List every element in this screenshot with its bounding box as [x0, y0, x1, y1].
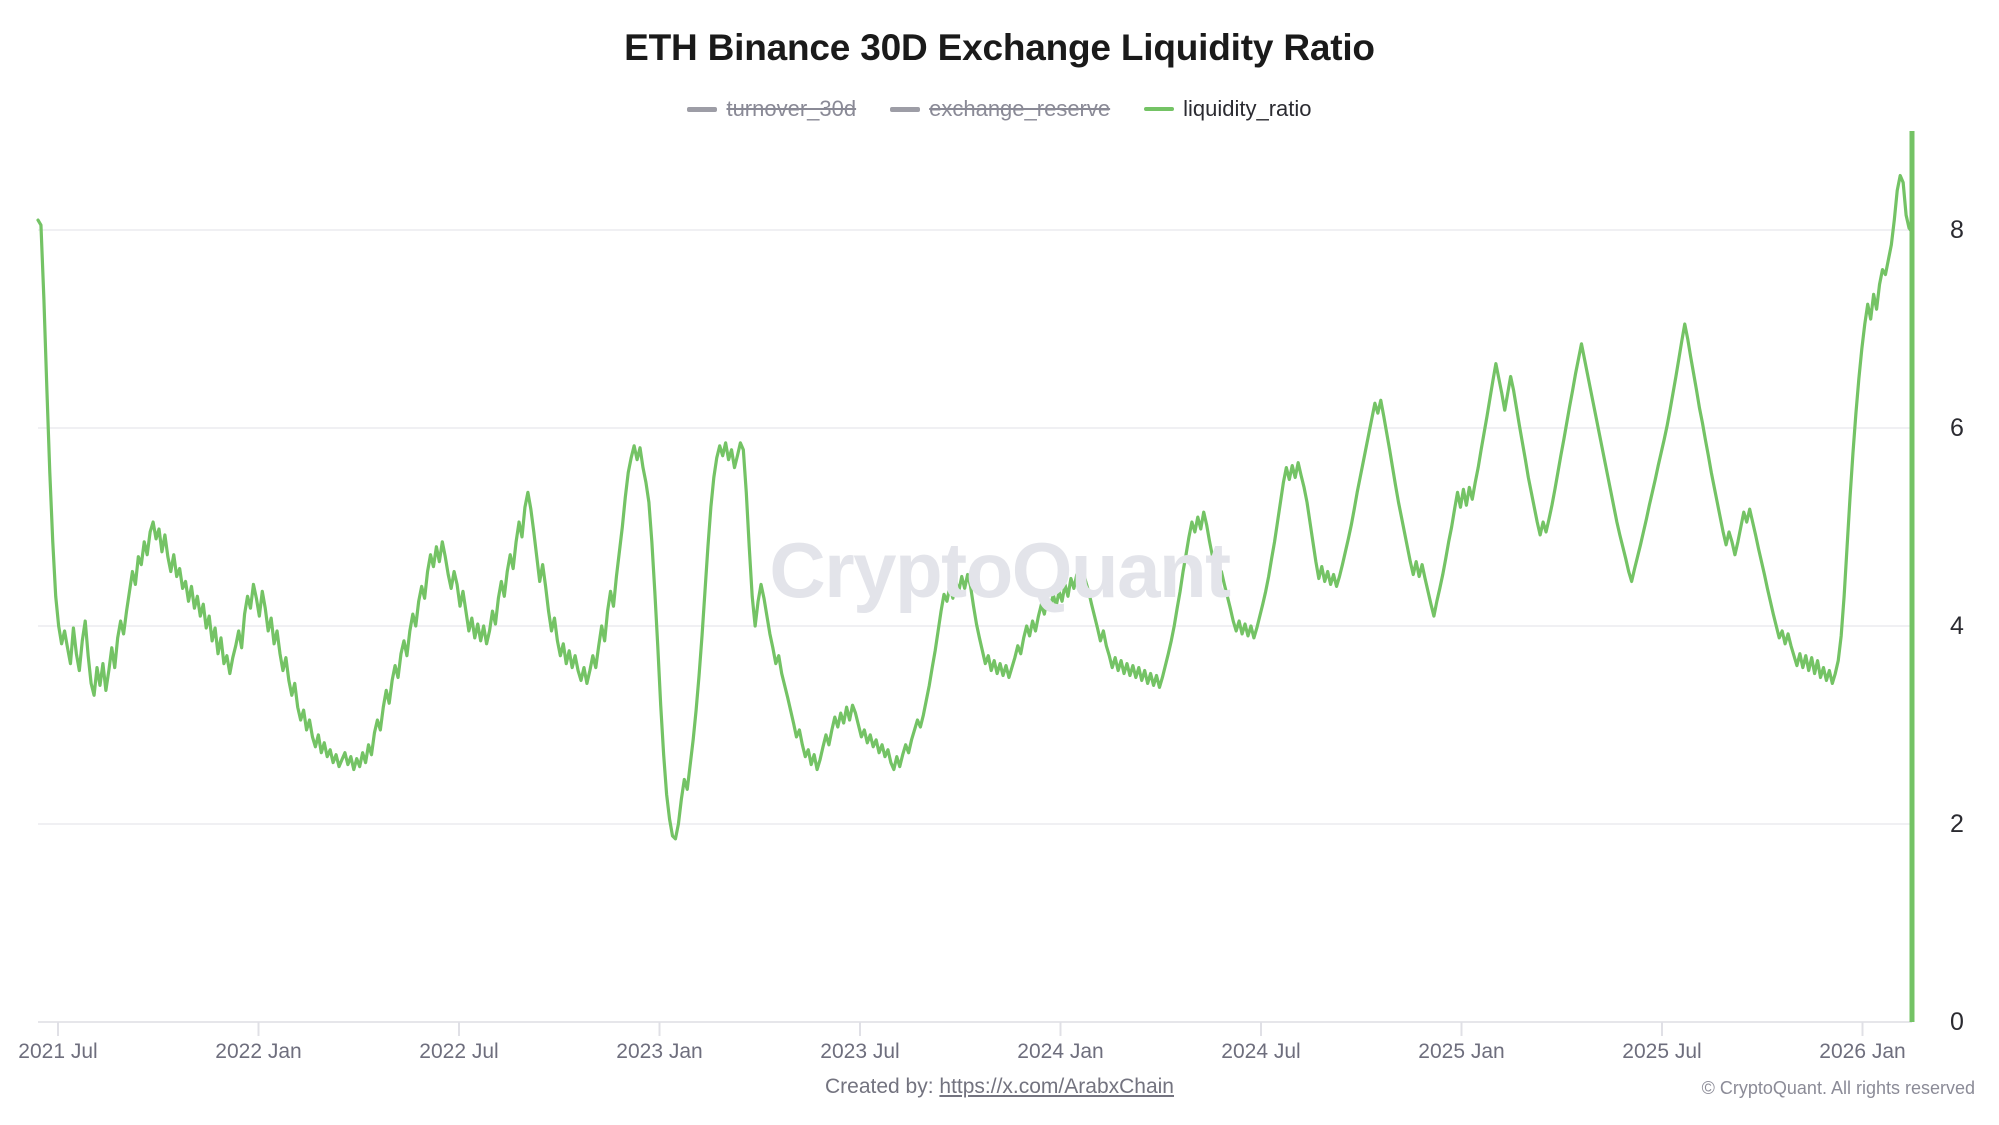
legend-label-turnover-30d: turnover_30d: [726, 96, 857, 121]
x-tick-label: 2024 Jan: [1017, 1040, 1104, 1063]
legend-swatch-turnover-30d: [687, 106, 718, 112]
y-tick-label: 6: [1950, 414, 1964, 442]
x-tick-label: 2021 Jul: [18, 1040, 98, 1063]
legend-swatch-exchange-reserve: [890, 106, 921, 112]
chart-legend: turnover_30d exchange_reserve liquidity_…: [0, 96, 1999, 122]
x-tick-label: 2023 Jul: [820, 1040, 900, 1063]
x-tick-label: 2025 Jan: [1418, 1040, 1505, 1063]
y-tick-label: 8: [1950, 216, 1964, 244]
footer-copyright: © CryptoQuant. All rights reserved: [1701, 1078, 1975, 1098]
y-tick-label: 0: [1950, 1008, 1964, 1036]
x-tick-label: 2025 Jul: [1622, 1040, 1702, 1063]
legend-label-liquidity-ratio: liquidity_ratio: [1183, 96, 1312, 121]
legend-item-liquidity-ratio[interactable]: liquidity_ratio: [1144, 96, 1312, 122]
legend-swatch-liquidity-ratio: [1144, 107, 1175, 111]
x-tick-label: 2022 Jul: [419, 1040, 499, 1063]
chart-title: ETH Binance 30D Exchange Liquidity Ratio: [624, 27, 1375, 68]
legend-label-exchange-reserve: exchange_reserve: [929, 96, 1111, 121]
legend-item-exchange-reserve[interactable]: exchange_reserve: [890, 96, 1110, 122]
x-tick-label: 2022 Jan: [215, 1040, 302, 1063]
footer-credit: Created by: https://x.com/ArabxChain: [0, 1075, 1999, 1099]
footer-credit-prefix: Created by:: [824, 1075, 940, 1098]
y-tick-label: 2: [1950, 810, 1964, 838]
footer-credit-link[interactable]: https://x.com/ArabxChain: [939, 1075, 1174, 1098]
x-tick-label: 2026 Jan: [1819, 1040, 1906, 1063]
x-tick-label: 2024 Jul: [1221, 1040, 1301, 1063]
legend-item-turnover-30d[interactable]: turnover_30d: [687, 96, 856, 122]
y-tick-label: 4: [1950, 612, 1964, 640]
x-tick-label: 2023 Jan: [616, 1040, 703, 1063]
